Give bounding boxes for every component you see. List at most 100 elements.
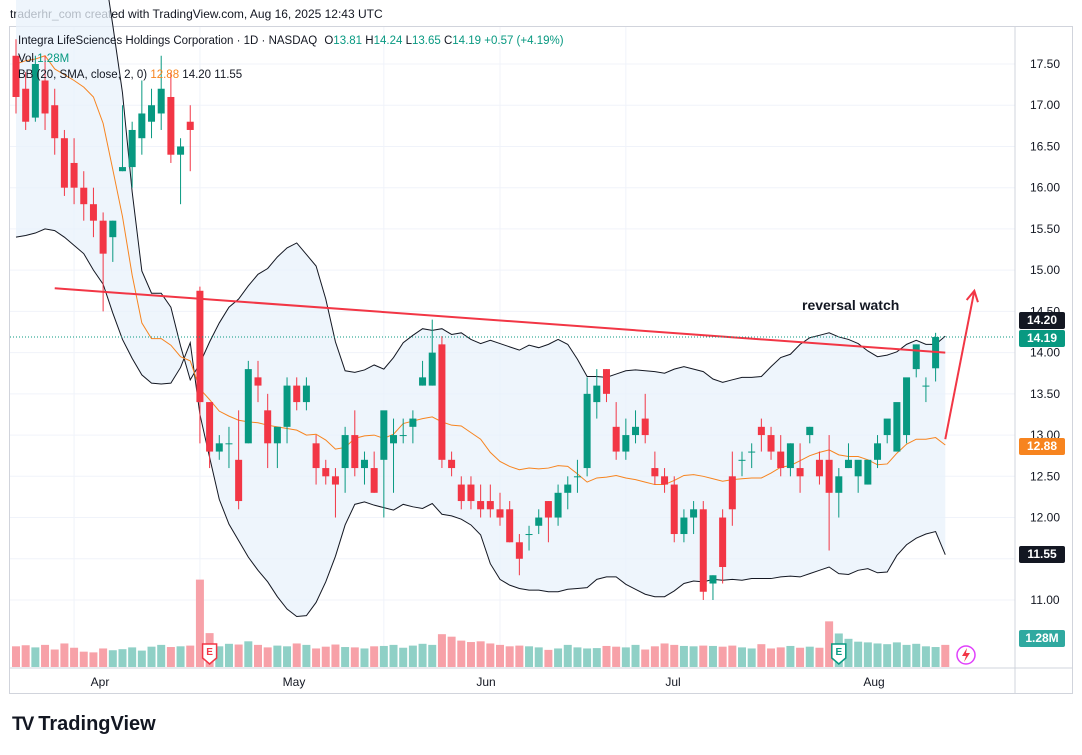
candle [883, 418, 891, 444]
volume-bar [486, 643, 495, 667]
candle [680, 509, 688, 543]
candle [893, 402, 901, 452]
volume-bar [360, 648, 369, 667]
volume-bar [254, 644, 262, 667]
candle-body [225, 443, 233, 445]
volume-bar [244, 641, 253, 667]
candle [244, 360, 252, 444]
candle-body [903, 377, 911, 436]
volume-bar [554, 648, 563, 667]
volume-bar [825, 621, 834, 667]
candle-body [41, 80, 49, 114]
candle [544, 501, 552, 543]
candle-body [438, 344, 446, 460]
candle [128, 121, 136, 188]
volume-bar [902, 644, 911, 667]
candle [409, 410, 417, 444]
candle [719, 509, 727, 584]
candle-body [457, 484, 465, 502]
bollinger-bands [15, 0, 946, 618]
candle-body [390, 435, 398, 444]
candle-body [661, 476, 669, 485]
volume-bar [757, 644, 766, 667]
candle-body [22, 88, 30, 122]
candle-body [109, 220, 117, 238]
volume-bar [931, 647, 940, 667]
bb-label[interactable]: BB (20, SMA, close, 2, 0) [18, 69, 148, 81]
candle-body [651, 468, 659, 477]
volume-bar [350, 647, 359, 667]
price-label-bg [1019, 312, 1065, 329]
candle [728, 451, 736, 526]
candle-body [467, 484, 475, 502]
close-value: 14.19 [452, 35, 482, 47]
candle-body [893, 402, 901, 452]
candle [89, 187, 97, 238]
volume-bar [457, 640, 466, 667]
price-labels: 14.20 14.19 12.88 11.55 1.28M [1019, 312, 1065, 647]
bb-lower-line [15, 228, 946, 618]
candle [109, 220, 117, 262]
candle [738, 451, 746, 477]
volume-bar [592, 648, 601, 667]
earnings-marker-shape [831, 643, 847, 665]
candle-body [118, 167, 126, 172]
candle [806, 426, 814, 444]
candle [322, 459, 330, 485]
vol-value: 1.28M [37, 53, 70, 65]
price-label-text: 12.88 [1027, 439, 1057, 453]
volume-bar [99, 648, 108, 667]
tradingview-brand[interactable]: TV TradingView [12, 713, 156, 736]
volume-bar [767, 648, 776, 667]
candle-body [148, 105, 156, 122]
candle-body [370, 468, 378, 493]
candle-body [602, 369, 610, 394]
volume-bar [544, 649, 553, 667]
candle-body [883, 418, 891, 436]
volume-bar [738, 647, 746, 667]
candle-body [167, 96, 175, 155]
candle-body [254, 377, 262, 386]
volume-bar [892, 642, 901, 667]
candle-body [525, 534, 533, 536]
volume-bar [447, 636, 456, 667]
candle-body [835, 476, 843, 493]
candle [419, 360, 427, 386]
volume-bar [166, 647, 175, 667]
volume-bar [321, 646, 330, 667]
candle-body [206, 402, 214, 452]
price-tick-label: 14.00 [1030, 346, 1060, 360]
candle-body [51, 105, 59, 139]
candle-body [573, 476, 581, 478]
symbol-line[interactable]: Integra LifeSciences Holdings Corporatio… [18, 35, 318, 47]
candle [796, 443, 804, 493]
volume-bar [912, 643, 921, 667]
candle [157, 55, 165, 130]
volume-bar [215, 646, 224, 667]
volume-bar [128, 647, 137, 667]
candle-body [283, 385, 291, 427]
lightning-icon [956, 645, 976, 665]
candle-body [428, 352, 436, 386]
volume-bar [873, 643, 882, 667]
candle [699, 501, 707, 600]
candle-body [622, 435, 630, 452]
candle [399, 418, 407, 444]
volume-bar [670, 644, 679, 667]
candle-body [409, 418, 417, 427]
open-value: 13.81 [333, 35, 363, 47]
candle [651, 451, 659, 485]
candle-body [341, 435, 349, 469]
earnings-marker-label: E [835, 647, 842, 658]
candle [602, 369, 610, 403]
candle [360, 451, 368, 485]
volume-bar [21, 645, 30, 667]
volume-bar [176, 646, 185, 667]
candle [215, 435, 223, 460]
vol-label[interactable]: Vol [18, 53, 34, 65]
candle-body [583, 393, 591, 469]
volume-bar [863, 642, 872, 667]
candle-body [506, 509, 514, 543]
volume-bar [50, 649, 59, 667]
